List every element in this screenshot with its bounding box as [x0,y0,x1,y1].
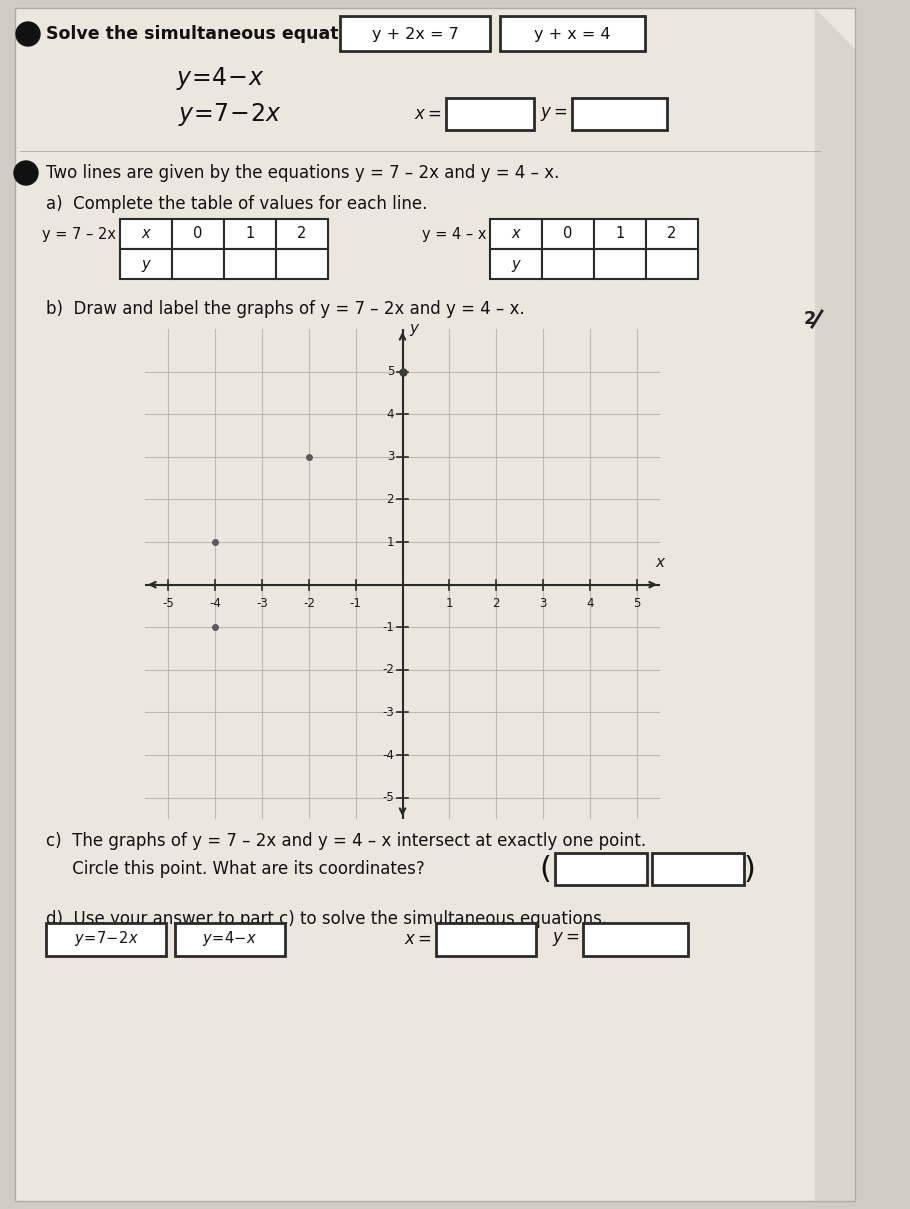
Text: 0: 0 [193,226,203,242]
FancyBboxPatch shape [120,219,172,249]
FancyBboxPatch shape [500,16,645,51]
Text: ): ) [744,855,756,884]
Text: y: y [142,256,150,272]
Text: -4: -4 [209,597,221,611]
Text: d)  Use your answer to part c) to solve the simultaneous equations.: d) Use your answer to part c) to solve t… [46,910,607,929]
Text: 0: 0 [563,226,572,242]
Text: -2: -2 [382,664,394,676]
Text: 4: 4 [586,597,593,611]
Text: y = 4 – x: y = 4 – x [421,226,486,242]
Text: -4: -4 [382,748,394,762]
Text: 5: 5 [387,365,394,378]
Text: 4: 4 [387,407,394,421]
FancyBboxPatch shape [172,219,224,249]
FancyBboxPatch shape [490,249,542,279]
FancyBboxPatch shape [542,249,594,279]
Text: 1: 1 [246,226,255,242]
FancyBboxPatch shape [572,98,667,131]
FancyBboxPatch shape [15,8,855,1201]
Text: -5: -5 [163,597,175,611]
Text: c)  The graphs of y = 7 – 2x and y = 4 – x intersect at exactly one point.: c) The graphs of y = 7 – 2x and y = 4 – … [46,832,646,850]
FancyBboxPatch shape [46,922,166,956]
Text: Circle this point. What are its coordinates?: Circle this point. What are its coordina… [46,860,425,878]
Text: y: y [511,256,521,272]
Text: 3: 3 [387,450,394,463]
Text: $x =$: $x =$ [414,105,442,123]
Text: x: x [511,226,521,242]
Text: $y =$: $y =$ [541,105,568,123]
FancyBboxPatch shape [594,219,646,249]
Text: $y =$: $y =$ [552,930,580,948]
Text: $y\!=\!4\!-\!x$: $y\!=\!4\!-\!x$ [202,930,258,949]
FancyBboxPatch shape [224,219,276,249]
Text: a)  Complete the table of values for each line.: a) Complete the table of values for each… [46,195,428,213]
FancyBboxPatch shape [172,249,224,279]
Text: 3: 3 [540,597,547,611]
Text: -3: -3 [257,597,268,611]
Text: x: x [655,555,664,569]
Text: -1: -1 [349,597,361,611]
Text: 2: 2 [298,226,307,242]
Polygon shape [815,8,855,1201]
Text: 2: 2 [492,597,500,611]
FancyBboxPatch shape [555,854,647,885]
Text: 1: 1 [446,597,453,611]
FancyBboxPatch shape [652,854,744,885]
Circle shape [16,22,40,46]
FancyBboxPatch shape [594,249,646,279]
Text: Two lines are given by the equations y = 7 – 2x and y = 4 – x.: Two lines are given by the equations y =… [46,164,560,183]
FancyBboxPatch shape [120,249,172,279]
FancyBboxPatch shape [583,922,688,956]
FancyBboxPatch shape [276,249,328,279]
FancyBboxPatch shape [646,249,698,279]
FancyBboxPatch shape [340,16,490,51]
Circle shape [14,161,38,185]
Text: -3: -3 [382,706,394,719]
Text: Solve the simultaneous equations.: Solve the simultaneous equations. [46,25,386,44]
FancyBboxPatch shape [276,219,328,249]
Text: 2: 2 [387,493,394,505]
Text: y: y [410,322,419,336]
Text: -1: -1 [382,620,394,634]
FancyBboxPatch shape [490,219,542,249]
Text: -5: -5 [382,791,394,804]
FancyBboxPatch shape [224,249,276,279]
Text: $y\!=\!4\!-\!x$: $y\!=\!4\!-\!x$ [176,65,264,93]
FancyBboxPatch shape [542,219,594,249]
Text: 2: 2 [667,226,677,242]
Text: y + x = 4: y + x = 4 [533,27,611,41]
Text: $x =$: $x =$ [404,930,432,948]
Text: y + 2x = 7: y + 2x = 7 [371,27,459,41]
Text: 2: 2 [804,310,816,328]
Text: x: x [142,226,150,242]
Text: y = 7 – 2x: y = 7 – 2x [42,226,116,242]
Text: $y\!=\!7\!-\!2x$: $y\!=\!7\!-\!2x$ [74,930,138,949]
FancyBboxPatch shape [646,219,698,249]
Text: 5: 5 [632,597,641,611]
Text: $y\!=\!7\!-\!2x$: $y\!=\!7\!-\!2x$ [178,100,282,127]
FancyBboxPatch shape [175,922,285,956]
Text: -2: -2 [303,597,315,611]
Text: 1: 1 [387,536,394,549]
Text: b)  Draw and label the graphs of y = 7 – 2x and y = 4 – x.: b) Draw and label the graphs of y = 7 – … [46,300,525,318]
Text: 1: 1 [615,226,624,242]
FancyBboxPatch shape [446,98,534,131]
FancyBboxPatch shape [436,922,536,956]
Text: (: ( [539,855,551,884]
